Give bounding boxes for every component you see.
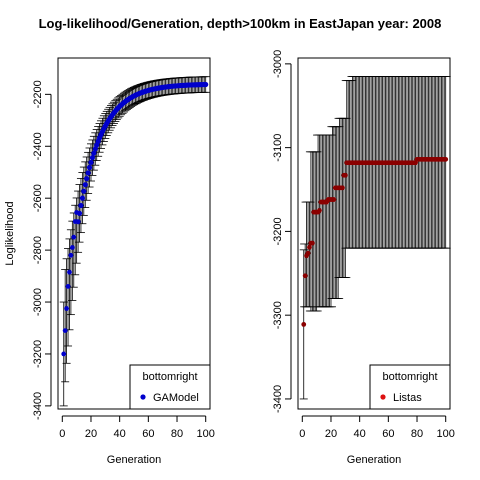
data-point [72, 219, 78, 224]
y-tick-label: -3200 [272, 217, 284, 245]
plot-frame [57, 57, 211, 410]
data-points [301, 156, 449, 327]
x-tick-label: 20 [85, 428, 97, 440]
error-bars [299, 76, 451, 400]
error-bars [59, 76, 210, 407]
data-point [84, 176, 90, 182]
x-tick-label: 40 [354, 428, 366, 440]
y-tick-label: -3100 [272, 134, 284, 162]
legend-title: bottomright [142, 371, 197, 383]
x-tick-label: 100 [437, 428, 455, 440]
data-point [62, 328, 68, 333]
data-point [203, 81, 209, 88]
data-point [68, 252, 74, 258]
data-point [342, 172, 348, 178]
data-point [331, 197, 337, 202]
y-tick-label: -3400 [272, 385, 284, 413]
x-tick-label: 0 [59, 428, 65, 440]
x-axis-label: Generation [347, 454, 401, 466]
data-point [89, 155, 96, 161]
data-point [74, 210, 80, 215]
legend-label: GAModel [153, 392, 199, 404]
legend: bottomright Listas [369, 364, 451, 410]
data-point [82, 182, 88, 188]
x-tick-label: 0 [299, 428, 305, 440]
y-axis: -3400 -3300 -3200 -3100 -3000 [272, 50, 292, 413]
data-point [65, 284, 71, 289]
y-tick-label: -2800 [32, 236, 44, 264]
x-tick-label: 80 [171, 428, 183, 440]
data-point [79, 195, 85, 201]
x-axis: 0 20 40 60 80 100 [59, 415, 215, 440]
data-point [441, 156, 447, 162]
chart-title: Log-likelihood/Generation, depth>100km i… [39, 16, 442, 31]
data-point [413, 160, 418, 166]
panel-1: 0 20 40 60 80 100 -3400 -3200 -3000 -2800 -2600 -24… [4, 57, 215, 466]
y-tick-label: -3200 [32, 340, 44, 368]
x-tick-label: 60 [142, 428, 154, 440]
data-point [71, 234, 77, 240]
x-tick-label: 40 [114, 428, 126, 440]
legend-title: bottomright [382, 371, 437, 383]
y-axis: -3400 -3200 -3000 -2800 -2600 -2400 -2200 [32, 80, 52, 420]
legend-marker [140, 394, 146, 400]
legend-marker [380, 394, 386, 400]
data-point [85, 170, 91, 176]
legend: bottomright GAModel [129, 364, 211, 410]
data-point [301, 321, 307, 327]
y-tick-label: -3300 [272, 301, 284, 329]
y-tick-label: -3000 [272, 50, 284, 78]
data-points [61, 81, 209, 357]
x-tick-label: 80 [411, 428, 423, 440]
y-tick-label: -2400 [32, 132, 44, 160]
data-point [91, 150, 97, 156]
x-axis: 0 20 40 60 80 100 [299, 415, 455, 440]
x-tick-label: 100 [197, 428, 215, 440]
data-point [317, 208, 322, 213]
data-point [69, 245, 75, 250]
data-point [305, 250, 311, 256]
data-point [86, 164, 93, 171]
legend-box [129, 364, 211, 410]
x-tick-label: 20 [325, 428, 337, 440]
data-point [92, 146, 98, 152]
data-point [64, 306, 70, 311]
x-tick-label: 60 [382, 428, 394, 440]
y-tick-label: -3000 [32, 288, 44, 316]
data-point [81, 188, 87, 194]
data-point [78, 202, 84, 209]
panel-2: 0 20 40 60 80 100 -3400 -3300 -3200 -3100 -3000 Gen… [272, 50, 455, 466]
y-tick-label: -2600 [32, 184, 44, 212]
x-axis-label: Generation [107, 454, 161, 466]
y-tick-label: -2200 [32, 80, 44, 108]
data-point [340, 185, 345, 191]
data-point [88, 159, 94, 166]
data-point [61, 351, 67, 357]
data-point [67, 269, 72, 275]
y-axis-label: Loglikelihood [4, 201, 16, 265]
data-point [309, 240, 315, 246]
y-tick-label: -3400 [32, 392, 44, 420]
data-point [307, 244, 312, 250]
data-point [302, 273, 308, 279]
legend-label: Listas [393, 392, 422, 404]
legend-box [369, 364, 451, 410]
